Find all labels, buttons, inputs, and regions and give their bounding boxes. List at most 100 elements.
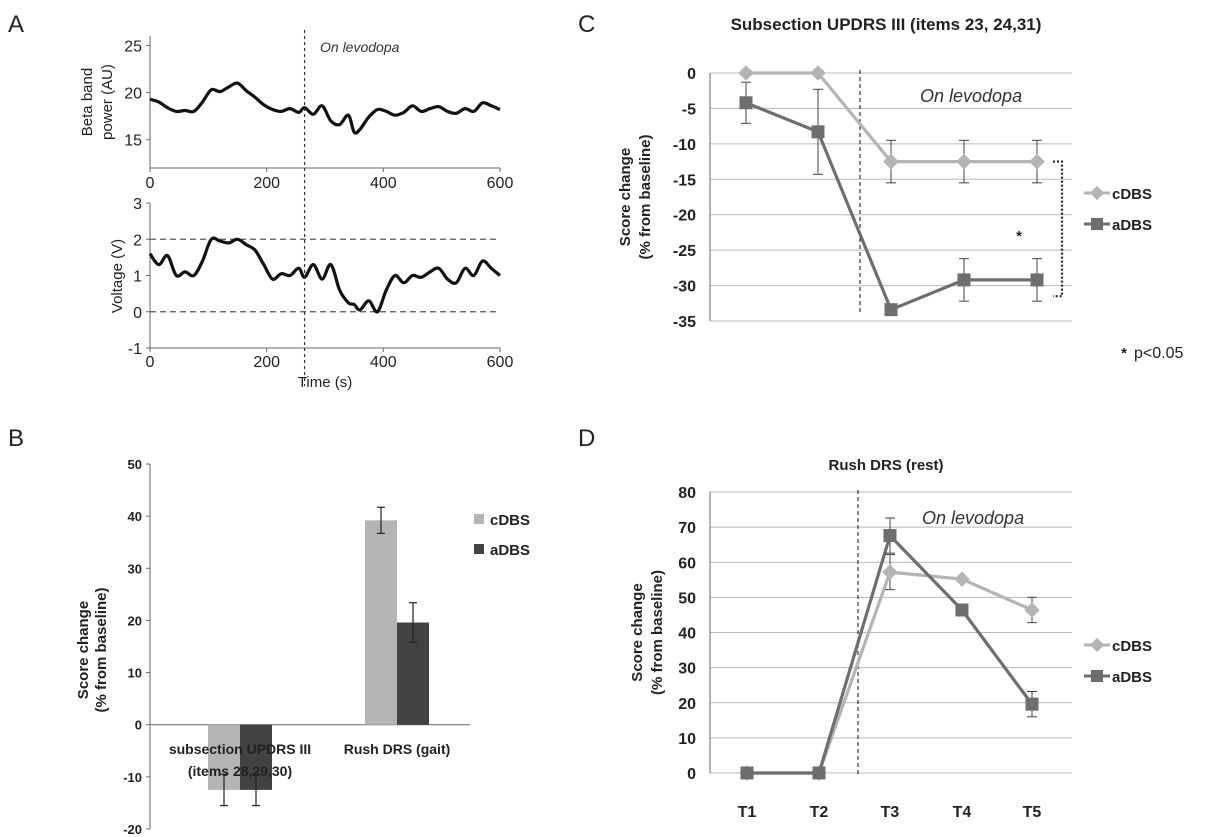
d-annotation: On levodopa (922, 508, 1024, 528)
c-y-tick-label: -20 (673, 208, 696, 225)
b-y-axis-label: Score change(% from baseline) (75, 587, 110, 712)
d-y-tick-label: 0 (687, 766, 696, 783)
d-marker-adbs (955, 603, 969, 617)
d-x-tick-label: T3 (881, 804, 900, 821)
b-y-tick-label: 40 (128, 509, 142, 524)
a-bot-y-tick-label: -1 (128, 341, 142, 358)
d-marker-cdbs (882, 564, 898, 580)
a-bot-y-tick-label: 3 (133, 196, 142, 213)
a-bot-x-tick-label: 0 (146, 354, 155, 371)
c-annotation: On levodopa (920, 86, 1022, 106)
d-title: Rush DRS (rest) (828, 457, 943, 474)
c-y-axis-label-line: (% from baseline) (637, 134, 654, 259)
b-category-label-line: Rush DRS (gait) (344, 741, 451, 757)
c-y-tick-label: -5 (682, 101, 696, 118)
c-marker-cdbs (738, 65, 754, 81)
b-category-label-line: subsection UPDRS III (169, 741, 311, 757)
b-bar-cdbs (365, 520, 397, 725)
b-legend-swatch (474, 514, 484, 524)
b-y-axis-label-line: Score change (75, 601, 92, 699)
c-line-adbs (745, 101, 1037, 312)
c-marker-adbs (957, 273, 971, 287)
a-top-x-tick-label: 0 (146, 175, 155, 192)
c-significance-star-key: * (1121, 345, 1127, 362)
panel-letter-a: A (8, 11, 24, 38)
d-marker-cdbs (954, 571, 970, 587)
a-top-y-tick-label: 20 (124, 86, 142, 103)
b-y-tick-label: 30 (128, 561, 142, 576)
d-legend-marker (1089, 637, 1105, 653)
d-x-tick-label: T1 (738, 804, 757, 821)
b-y-tick-label: 20 (128, 613, 142, 628)
c-marker-adbs (884, 303, 898, 317)
d-y-tick-label: 60 (678, 555, 696, 572)
a-voltage-trace (148, 236, 502, 314)
c-y-tick-label: -30 (673, 279, 696, 296)
b-category-label: subsection UPDRS III (items 28,29,30) (169, 741, 311, 779)
c-marker-adbs (811, 125, 825, 139)
c-y-tick-label: 0 (687, 66, 696, 83)
c-y-tick-label: -10 (673, 137, 696, 154)
c-y-tick-label: -35 (673, 314, 696, 331)
c-legend-marker (1089, 185, 1105, 201)
d-y-tick-label: 70 (678, 520, 696, 537)
d-y-tick-label: 20 (678, 696, 696, 713)
panel-letter-c: C (578, 11, 595, 38)
a-beta-power-trace (149, 81, 501, 135)
b-y-tick-label: -20 (123, 822, 142, 837)
a-top-y-axis-label-line: power (AU) (99, 64, 116, 140)
c-marker-cdbs (956, 153, 972, 170)
a-bot-x-tick-label: 600 (487, 354, 514, 371)
a-top-x-tick-label: 400 (370, 175, 397, 192)
panel-letter-d: D (578, 425, 595, 452)
d-marker-adbs (1025, 697, 1039, 711)
b-legend-label: cDBS (490, 512, 530, 529)
b-y-tick-label: 0 (135, 718, 142, 733)
b-legend-label: aDBS (490, 542, 530, 559)
d-y-tick-label: 10 (678, 731, 696, 748)
a-bot-y-tick-label: 2 (133, 232, 142, 249)
c-y-axis-label-line: Score change (617, 148, 634, 246)
c-y-axis-label: Score change (% from baseline) (617, 134, 654, 259)
c-legend-label: cDBS (1112, 186, 1152, 203)
a-top-x-tick-label: 200 (253, 175, 280, 192)
c-significance-bracket (1053, 160, 1064, 298)
a-bot-y-tick-label: 0 (133, 305, 142, 322)
b-y-tick-label: 50 (128, 457, 142, 472)
a-top-y-axis-label-line: Beta band (79, 68, 96, 136)
a-x-axis-label: Time (s) (298, 374, 352, 391)
b-y-axis-label-line: (% from baseline) (93, 587, 110, 712)
c-significance-star: * (1016, 228, 1022, 245)
c-marker-cdbs (1029, 153, 1045, 170)
b-legend-swatch (474, 544, 484, 554)
a-top-x-tick-label: 600 (487, 175, 514, 192)
d-y-tick-label: 30 (678, 661, 696, 678)
d-marker-cdbs (1024, 602, 1040, 618)
c-legend-label: aDBS (1112, 217, 1152, 234)
d-marker-adbs (812, 766, 826, 780)
c-legend-marker (1091, 218, 1103, 230)
panel-letter-b: B (8, 425, 24, 452)
d-x-tick-label: T2 (810, 804, 829, 821)
d-legend-label: cDBS (1112, 638, 1152, 655)
d-legend-label: aDBS (1112, 669, 1152, 686)
c-title: Subsection UPDRS III (items 23, 24,31) (731, 15, 1042, 34)
b-category-label: Rush DRS (gait) (344, 741, 451, 757)
c-marker-cdbs (883, 153, 899, 170)
d-x-tick-label: T4 (953, 804, 972, 821)
b-y-tick-label: 10 (128, 666, 142, 681)
a-top-y-tick-label: 25 (124, 38, 142, 55)
a-top-y-tick-label: 15 (124, 133, 142, 150)
a-bot-x-tick-label: 400 (370, 354, 397, 371)
d-y-axis-label-line: Score change (629, 583, 646, 681)
panel-d-rush-chart: 0 10 20 30 40 50 60 70 80 Rush DRS (rest) Score ch… (629, 457, 1152, 821)
a-bot-y-axis-label: Voltage (V) (109, 239, 126, 313)
d-y-tick-label: 80 (678, 485, 696, 502)
c-significance-note: p<0.05 (1134, 345, 1183, 362)
d-y-axis-label-line: (% from baseline) (649, 570, 666, 695)
a-bot-x-tick-label: 200 (253, 354, 280, 371)
d-y-tick-label: 50 (678, 590, 696, 607)
b-y-tick-label: -10 (123, 770, 142, 785)
d-x-tick-label: T5 (1023, 804, 1042, 821)
d-legend-marker (1091, 670, 1103, 682)
